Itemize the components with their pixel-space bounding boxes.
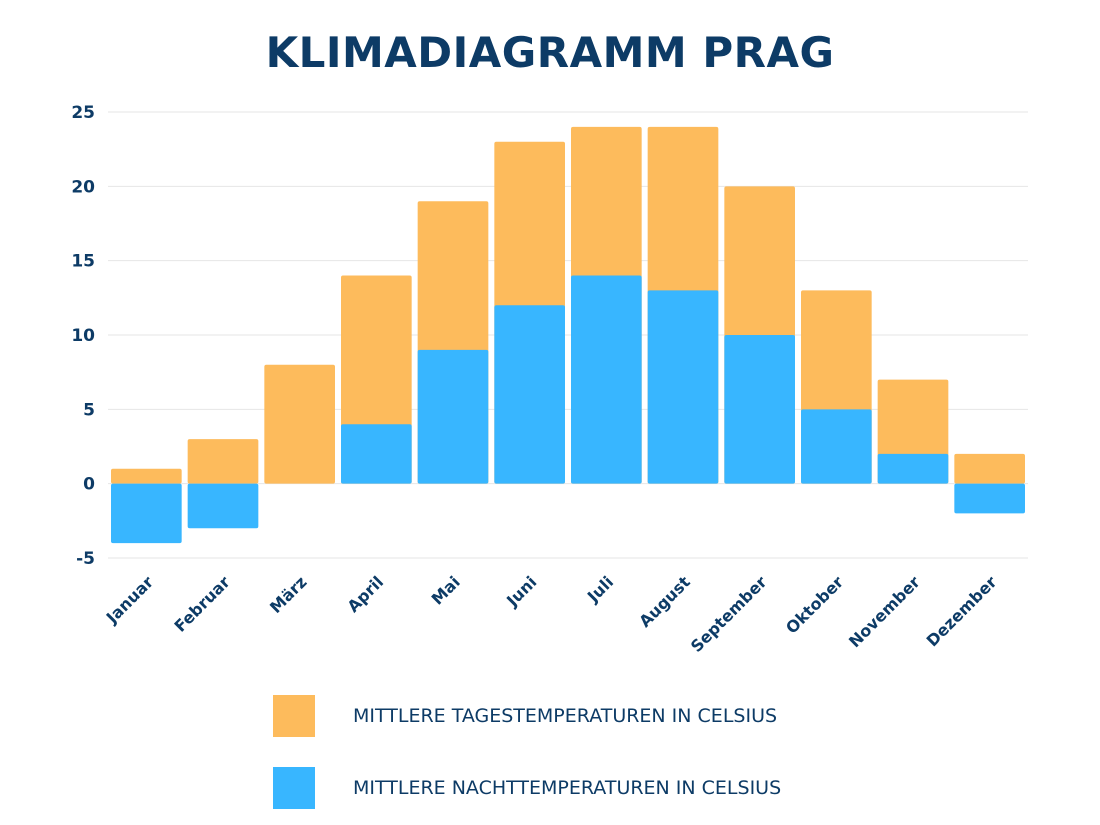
legend-swatch-night <box>273 767 315 809</box>
x-tick-label: September <box>687 572 771 656</box>
x-tick-label: März <box>266 572 310 616</box>
x-tick-label: November <box>845 572 924 651</box>
y-tick-labels: 25 20 15 10 5 0 -5 <box>71 103 95 569</box>
x-tick-label: August <box>635 572 694 631</box>
x-tick-label: Mai <box>428 572 464 608</box>
x-tick-label: Juni <box>502 572 540 610</box>
y-tick-label: 15 <box>71 252 95 272</box>
bar-night <box>877 453 949 484</box>
bar-night <box>417 349 489 484</box>
y-tick-label: 5 <box>83 400 95 420</box>
x-tick-label: Oktober <box>782 572 847 637</box>
bar-night <box>801 409 872 484</box>
y-tick-label: 25 <box>71 103 95 123</box>
bar-night <box>111 483 182 544</box>
legend-label-day: MITTLERE TAGESTEMPERATUREN IN CELSIUS <box>353 705 778 727</box>
x-tick-label: Juli <box>583 572 617 606</box>
bar-night <box>341 424 412 484</box>
x-tick-label: Dezember <box>923 572 1001 650</box>
bar-night <box>954 483 1025 514</box>
y-tick-label: -5 <box>76 549 95 569</box>
legend-item-day: MITTLERE TAGESTEMPERATUREN IN CELSIUS <box>273 694 777 738</box>
y-tick-label: 10 <box>71 326 95 346</box>
chart-title: KLIMADIAGRAMM PRAG <box>265 28 835 77</box>
gridlines <box>108 111 1028 559</box>
bar-night <box>647 290 719 484</box>
bar-day <box>264 364 335 484</box>
x-tick-label: Februar <box>170 572 233 635</box>
chart-plot: 25 20 15 10 5 0 -5 Januar Februar März April Mai Ju… <box>71 103 1028 656</box>
legend-swatch-day <box>273 695 315 737</box>
legend-label-night: MITTLERE NACHTTEMPERATUREN IN CELSIUS <box>353 777 782 799</box>
bar-day <box>954 453 1025 484</box>
x-tick-labels: Januar Februar März April Mai Juni Juli AugustS… <box>102 572 1001 656</box>
y-tick-label: 0 <box>83 475 95 495</box>
x-tick-label: April <box>344 572 388 616</box>
y-tick-label: 20 <box>71 177 95 197</box>
x-tick-label: Januar <box>102 572 157 627</box>
bar-night <box>724 335 795 484</box>
legend-item-night: MITTLERE NACHTTEMPERATUREN IN CELSIUS <box>273 766 781 810</box>
bar-night <box>494 305 565 484</box>
bar-night <box>187 483 259 529</box>
bar-day <box>111 468 182 484</box>
bar-night <box>571 275 642 484</box>
bar-day <box>187 439 259 484</box>
bars <box>111 126 1025 544</box>
